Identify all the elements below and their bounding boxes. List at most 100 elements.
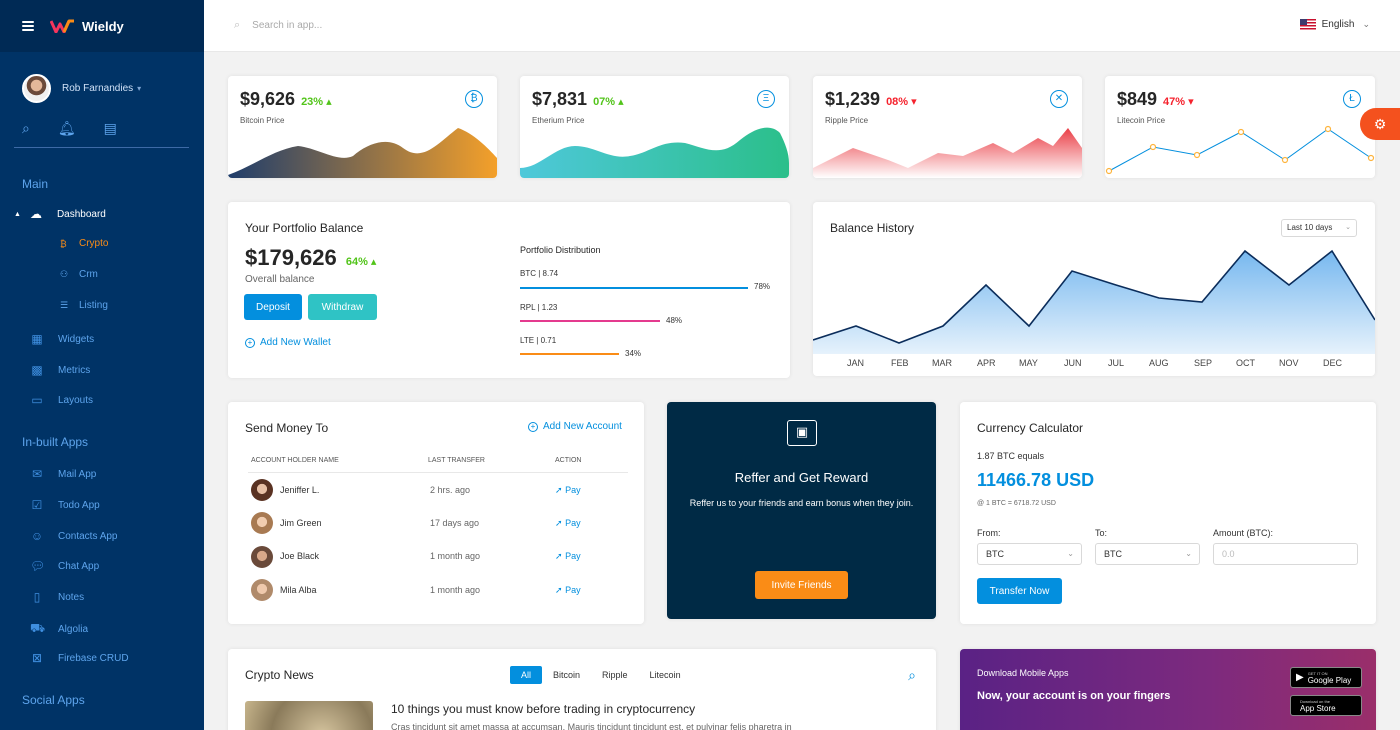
from-select[interactable]: BTC ⌄ [977, 543, 1082, 565]
sidebar-item-metrics[interactable]: ▩ Metrics [30, 363, 90, 377]
sidebar-item-listing[interactable]: ☰ Listing [60, 300, 108, 311]
arrow-up-icon: ▴ [370, 256, 377, 268]
menu-icon[interactable] [22, 21, 34, 31]
distribution-bar [520, 320, 660, 322]
dashboard-icon: ☁ [29, 207, 42, 221]
sidebar-item-crm[interactable]: ⚇ Crm [60, 269, 98, 280]
user-profile[interactable]: Rob Farnandies ▾ [22, 74, 141, 103]
tab-all[interactable]: All [510, 666, 543, 684]
store-caption: Download on the [1300, 698, 1331, 704]
balance-subtitle: Overall balance [245, 274, 315, 285]
add-account-link[interactable]: + Add New Account [528, 421, 622, 432]
sidebar-item-mail[interactable]: ✉ Mail App [30, 467, 96, 481]
pay-link[interactable]: ➚ Pay [555, 551, 581, 562]
news-image[interactable] [245, 701, 373, 730]
google-play-button[interactable]: ▶ GET IT ON Google Play [1290, 667, 1362, 688]
price-change: 07% [593, 96, 616, 108]
balance-change: 64% [345, 256, 368, 268]
etherium-icon[interactable]: Ξ [757, 90, 775, 108]
chart-area [813, 128, 1082, 178]
refer-description: Reffer us to your friends and earn bonus… [689, 498, 914, 508]
month-label: JUL [1108, 358, 1125, 368]
firebase-icon: ⊠ [31, 651, 43, 665]
app-logo[interactable]: Wieldy [50, 19, 124, 34]
chevron-down-icon: ⌄ [1185, 549, 1192, 558]
section-main: Main [22, 177, 49, 191]
sidebar-item-algolia[interactable]: ⛟ Algolia [30, 621, 88, 637]
month-label: MAR [932, 358, 952, 368]
from-label: From: [977, 528, 1001, 538]
avatar [251, 546, 273, 568]
last-transfer: 2 hrs. ago [430, 485, 471, 495]
portfolio-card: Your Portfolio Balance $179,626 64% ▴ Ov… [228, 202, 790, 378]
divider [248, 472, 628, 473]
app-store-button[interactable]: Download on the App Store [1290, 695, 1362, 716]
refer-title: Reffer and Get Reward [734, 470, 869, 485]
checkbox-icon: ☑ [31, 498, 43, 512]
tab-ripple[interactable]: Ripple [602, 670, 628, 680]
month-label: MAY [1019, 358, 1038, 368]
month-label: DEC [1323, 358, 1343, 368]
invite-friends-button[interactable]: Invite Friends [755, 571, 848, 599]
sidebar-item-firebase[interactable]: ⊠ Firebase CRUD [30, 651, 129, 665]
sidebar-item-label: Contacts App [58, 530, 118, 542]
search-icon[interactable]: ⌕ [908, 667, 916, 683]
month-label: JAN [847, 358, 865, 368]
sidebar-item-chat[interactable]: 💬︎ Chat App [30, 559, 99, 573]
sidebar-item-label: Dashboard [56, 208, 106, 220]
transfer-now-button[interactable]: Transfer Now [977, 578, 1062, 604]
search-input[interactable]: Search in app... [252, 20, 323, 31]
sidebar-item-crypto[interactable]: ₿ Crypto [60, 238, 108, 249]
bell-icon[interactable]: 🔔︎ [57, 120, 76, 136]
tab-litecoin[interactable]: Litecoin [649, 670, 681, 680]
select-value: Last 10 days [1287, 223, 1333, 232]
language-switcher[interactable]: English ⌄ [1299, 19, 1370, 30]
amount-input[interactable]: 0.0 [1213, 543, 1358, 565]
pay-link[interactable]: ➚ Pay [555, 585, 581, 596]
ripple-icon[interactable]: ✕ [1050, 90, 1068, 108]
search-bar[interactable]: ⌕ Search in app... [234, 19, 322, 32]
pay-link[interactable]: ➚ Pay [555, 518, 581, 529]
settings-fab[interactable]: ⚙ [1360, 108, 1400, 140]
add-wallet-link[interactable]: + Add New Wallet [245, 337, 331, 348]
account-holder-name: Joe Black [280, 551, 320, 561]
deposit-button[interactable]: Deposit [244, 294, 302, 320]
distribution-percent: 48% [666, 316, 683, 325]
to-select[interactable]: BTC ⌄ [1095, 543, 1200, 565]
search-icon[interactable]: ⌕ [22, 120, 30, 136]
amount-label: Amount (BTC): [1213, 528, 1274, 538]
bitcoin-icon[interactable]: ₿ [465, 90, 483, 108]
sidebar-item-notes[interactable]: ▯ Notes [30, 590, 84, 604]
month-label: APR [977, 358, 996, 368]
sidebar-item-widgets[interactable]: ▦ Widgets [30, 332, 94, 346]
sidebar-item-todo[interactable]: ☑ Todo App [30, 498, 100, 512]
to-label: To: [1095, 528, 1108, 538]
month-label: NOV [1279, 358, 1299, 368]
price-change: 23% [301, 96, 324, 108]
balance-history-card: Balance History Last 10 days ⌄ JAN FEB M… [813, 202, 1375, 376]
news-headline[interactable]: 10 things you must know before trading i… [391, 702, 696, 716]
chevron-down-icon: ▾ [137, 84, 142, 93]
chevron-down-icon: ⌄ [1067, 549, 1074, 558]
send-arrow-icon: ➚ [555, 551, 563, 561]
tab-bitcoin[interactable]: Bitcoin [553, 670, 581, 680]
message-icon[interactable]: ▤ [103, 120, 117, 136]
language-label: English [1321, 19, 1355, 30]
litecoin-icon[interactable]: Ł [1343, 90, 1361, 108]
sidebar-item-contacts[interactable]: ☺ Contacts App [30, 529, 118, 543]
avatar[interactable] [22, 74, 51, 103]
chevron-down-icon: ⌄ [1345, 224, 1351, 231]
chart-point [1105, 167, 1113, 175]
price-card-ripple: $1,239 08% ▾ Ripple Price ✕ [813, 76, 1082, 178]
withdraw-button[interactable]: Withdraw [308, 294, 377, 320]
sidebar-item-layouts[interactable]: ▭ Layouts [30, 393, 93, 407]
range-select[interactable]: Last 10 days ⌄ [1281, 219, 1357, 237]
exchange-rate: @ 1 BTC = 6718.72 USD [977, 500, 1056, 507]
send-money-card: Send Money To + Add New Account ACCOUNT … [228, 402, 644, 624]
crm-icon: ⚇ [60, 269, 69, 279]
distribution-bar [520, 353, 619, 355]
pay-link[interactable]: ➚ Pay [555, 485, 581, 496]
card-title: Send Money To [245, 421, 329, 435]
sidebar-quick-icons: ⌕ 🔔︎ ▤ [22, 120, 117, 137]
sidebar-item-dashboard[interactable]: ▲ ☁ Dashboard [14, 207, 106, 221]
